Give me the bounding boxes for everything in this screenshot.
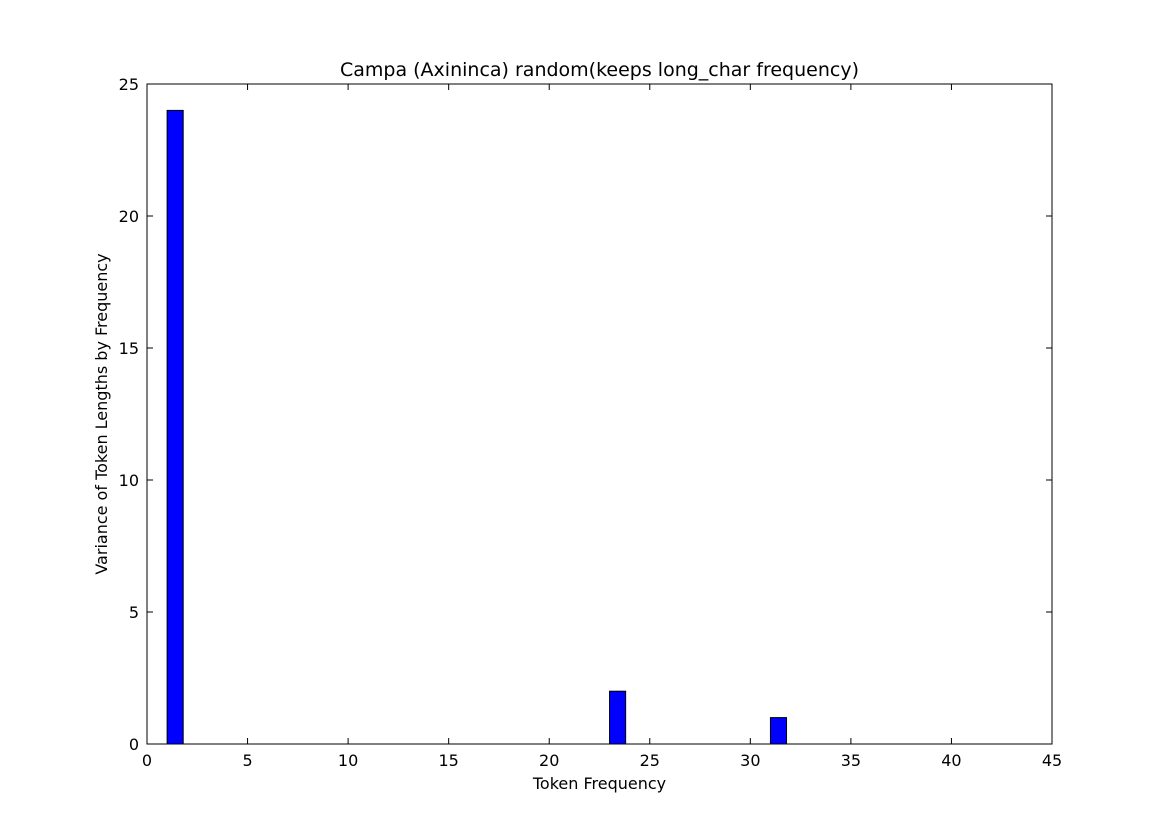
y-tick-label-0: 0: [129, 735, 139, 754]
x-tick-label-25: 25: [640, 751, 660, 770]
x-tick-label-0: 0: [142, 751, 152, 770]
chart-title: Campa (Axininca) random(keeps long_char …: [340, 59, 859, 81]
x-tick-label-40: 40: [941, 751, 961, 770]
x-tick-label-35: 35: [841, 751, 861, 770]
x-axis-label: Token Frequency: [532, 774, 666, 793]
x-tick-label-30: 30: [740, 751, 760, 770]
y-tick-label-25: 25: [119, 75, 139, 94]
y-tick-label-15: 15: [119, 339, 139, 358]
y-tick-label-5: 5: [129, 603, 139, 622]
y-tick-label-10: 10: [119, 471, 139, 490]
x-tick-label-15: 15: [438, 751, 458, 770]
tick-labels-group: 0 5 10 15 20 25 30 35 40 45 0 5 10 15 20 25: [119, 75, 1063, 770]
x-tick-label-10: 10: [338, 751, 358, 770]
ticks-group: [146, 83, 1053, 745]
bar-x-23: [609, 690, 627, 745]
bar-x-31: [769, 717, 788, 745]
x-tick-label-5: 5: [242, 751, 252, 770]
bar-x-1: [166, 109, 184, 745]
y-tick-label-20: 20: [119, 207, 139, 226]
y-axis-label: Variance of Token Lengths by Frequency: [92, 253, 111, 574]
plot-frame: [146, 83, 1053, 745]
x-tick-label-20: 20: [539, 751, 559, 770]
bars-group: [166, 109, 788, 745]
x-tick-label-45: 45: [1042, 751, 1062, 770]
